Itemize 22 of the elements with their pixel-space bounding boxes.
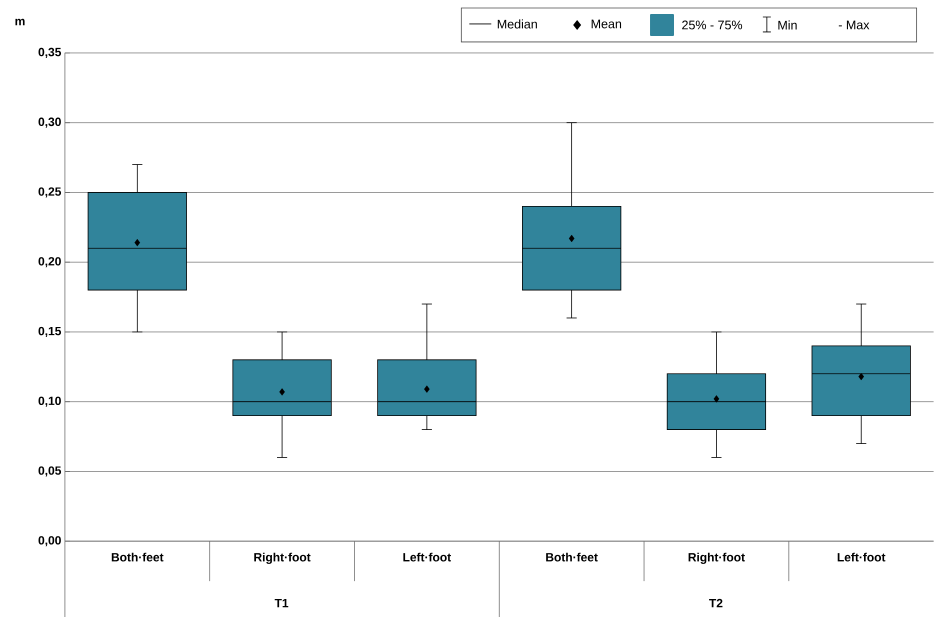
text: Mean xyxy=(592,19,622,28)
y-tick-label: 0,05 xyxy=(38,466,62,476)
y-axis-title: m xyxy=(15,18,25,25)
x-tick-label: Both·feet xyxy=(112,552,164,562)
y-tick-label: 0,35 xyxy=(38,48,62,58)
x-tick-label: Both·feet xyxy=(546,552,598,562)
y-tick-label: 0,10 xyxy=(38,396,61,407)
text: T2 xyxy=(709,598,722,608)
y-tick-label: 0,00 xyxy=(38,536,61,546)
text: Median xyxy=(498,19,537,28)
y-tick-label: 0,20 xyxy=(38,256,61,268)
x-tick-label: Left·foot xyxy=(838,552,886,562)
x-tick-label: Right·foot xyxy=(254,552,311,564)
x-tick-label: Right·foot xyxy=(688,552,745,564)
y-tick-label: 0,25 xyxy=(38,187,62,198)
x-tick-label: Left·foot xyxy=(403,552,452,562)
text: Min xyxy=(778,20,797,30)
legend-label: 25% - 75% xyxy=(682,20,742,30)
y-tick-label: 0,15 xyxy=(38,326,62,337)
text: - Max xyxy=(838,20,870,30)
text: T1 xyxy=(274,598,288,607)
y-tick-label: 0,30 xyxy=(38,117,61,128)
